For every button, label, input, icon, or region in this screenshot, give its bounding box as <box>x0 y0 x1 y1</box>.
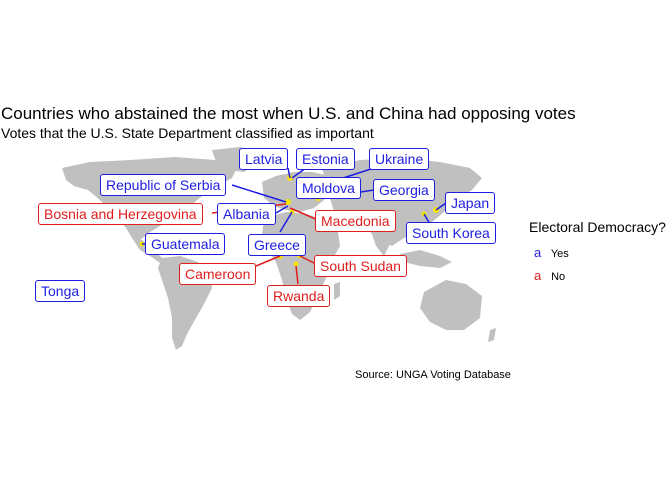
label-republic-of-serbia: Republic of Serbia <box>100 174 227 196</box>
label-estonia: Estonia <box>296 148 355 170</box>
label-greece: Greece <box>248 234 306 256</box>
leader-serbia <box>231 184 287 203</box>
legend-item-no: a No <box>534 268 565 283</box>
leader-south-sudan <box>299 255 317 265</box>
legend-label-no: No <box>551 271 566 283</box>
label-south-korea: South Korea <box>406 222 496 244</box>
label-albania: Albania <box>217 203 276 225</box>
legend-label-yes: Yes <box>550 248 569 260</box>
label-macedonia: Macedonia <box>315 210 396 232</box>
source-caption: Source: UNGA Voting Database <box>355 369 511 381</box>
new-zealand <box>488 328 496 342</box>
label-cameroon: Cameroon <box>179 263 257 285</box>
label-moldova: Moldova <box>296 177 361 199</box>
leader-albania <box>275 205 289 214</box>
leader-cameroon <box>255 255 281 267</box>
label-bosnia-and-herzegovina: Bosnia and Herzegovina <box>38 203 203 225</box>
southeast-asia <box>400 250 452 268</box>
label-georgia: Georgia <box>373 179 435 201</box>
legend-key-yes: a <box>534 245 542 260</box>
north-america <box>62 157 238 240</box>
label-latvia: Latvia <box>239 148 289 170</box>
leader-macedonia <box>289 207 319 221</box>
legend-title: Electoral Democracy? <box>529 219 666 235</box>
legend-item-yes: a Yes <box>534 245 569 260</box>
map-title: Countries who abstained the most when U.… <box>1 104 576 123</box>
legend-key-no: a <box>534 268 542 283</box>
label-tonga: Tonga <box>35 280 86 302</box>
leader-latvia <box>287 167 291 179</box>
highlight-rwanda <box>293 261 299 267</box>
label-guatemala: Guatemala <box>145 233 226 255</box>
highlight-balkans <box>285 199 291 205</box>
label-rwanda: Rwanda <box>267 285 331 307</box>
india <box>370 228 392 256</box>
label-south-sudan: South Sudan <box>314 255 407 277</box>
leader-japan <box>435 202 447 211</box>
madagascar <box>334 282 340 300</box>
label-japan: Japan <box>445 192 496 214</box>
leader-greece <box>279 211 293 233</box>
australia <box>420 280 482 330</box>
label-ukraine: Ukraine <box>369 148 430 170</box>
leader-rwanda <box>295 265 299 285</box>
map-subtitle: Votes that the U.S. State Department cla… <box>1 125 374 141</box>
